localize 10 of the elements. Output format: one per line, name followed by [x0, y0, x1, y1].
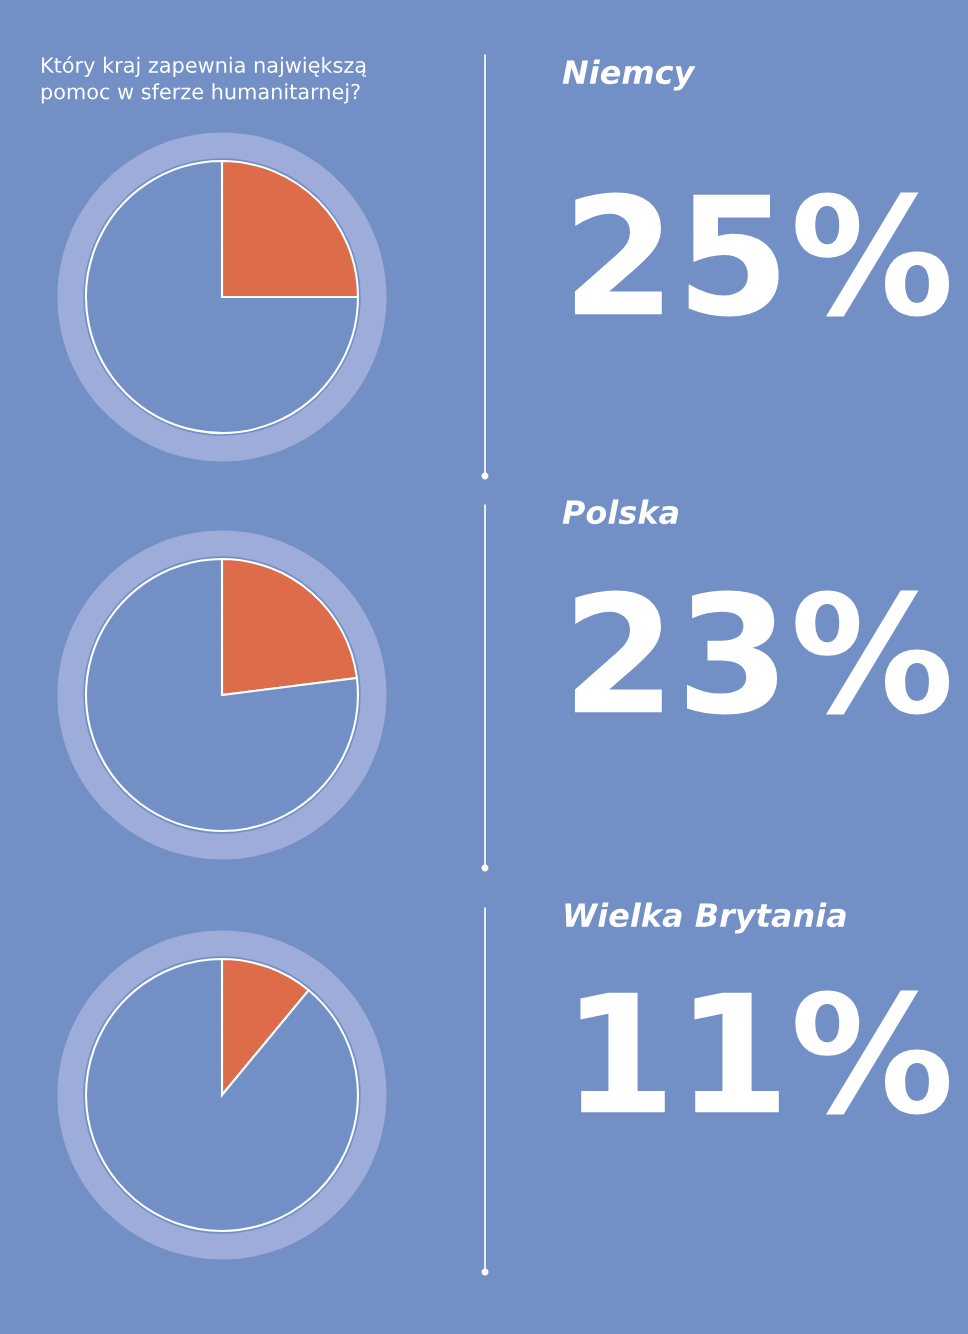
chart-title: Polska	[562, 499, 679, 525]
data-label: 23%	[574, 590, 950, 715]
data-label: 25%	[574, 192, 950, 317]
pie-slice	[84, 557, 360, 833]
text: Który kraj zapewnia największą pomoc w sferze humanitarnej?	[41, 56, 367, 104]
pie-slice	[84, 159, 360, 435]
data-label: 11%	[580, 990, 950, 1115]
chart-title: Wielka Brytania	[565, 902, 846, 934]
chart-title: Niemcy	[562, 59, 696, 91]
pie-slice	[84, 957, 360, 1233]
